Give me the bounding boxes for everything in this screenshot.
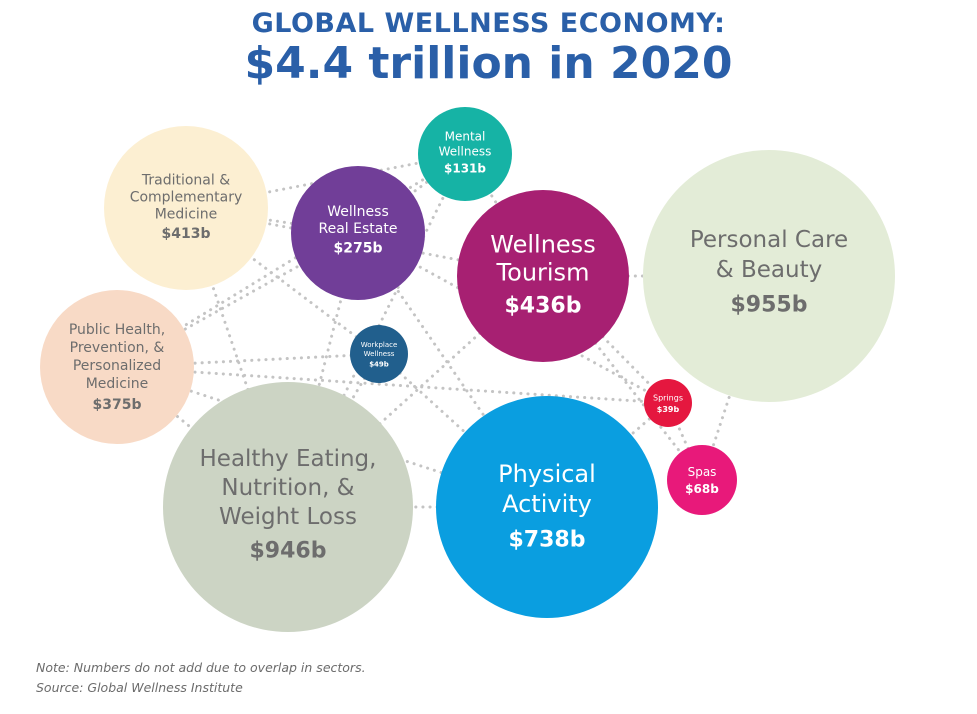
connector-line — [377, 352, 549, 509]
bubble-circle — [350, 325, 408, 383]
bubble-circle — [104, 126, 268, 290]
bubble-label: Traditional & — [141, 172, 230, 188]
bubble-value: $68b — [685, 482, 719, 496]
bubble-label: Tourism — [496, 258, 590, 286]
bubble-springs: Springs $39b — [644, 379, 692, 427]
bubble-label: Mental — [445, 129, 486, 143]
bubble-label: & Beauty — [716, 257, 822, 283]
bubble-spas: Spas $68b — [667, 445, 737, 515]
bubble-circle — [457, 190, 629, 362]
bubble-label: Real Estate — [319, 221, 398, 237]
bubble-label: Physical — [498, 460, 596, 488]
bubble-public-health: Public Health, Prevention, & Personalized M… — [40, 290, 194, 444]
bubble-value: $946b — [250, 538, 327, 563]
bubble-personal-care: Personal Care & Beauty $955b — [643, 150, 895, 402]
diagram-subtitle: $4.4 trillion in 2020 — [244, 38, 733, 89]
bubble-label: Personal Care — [690, 227, 848, 253]
bubble-circle — [644, 379, 692, 427]
bubble-value: $131b — [444, 162, 486, 176]
bubble-value: $49b — [369, 360, 389, 368]
diagram-title: GLOBAL WELLNESS ECONOMY: — [251, 8, 726, 39]
bubble-label: Spas — [688, 465, 717, 479]
bubble-circle — [163, 382, 413, 632]
bubble-circle — [643, 150, 895, 402]
bubble-label: Wellness — [327, 204, 389, 220]
connector-line — [184, 206, 381, 356]
bubble-label: Personalized — [73, 358, 161, 374]
bubble-value: $275b — [334, 240, 383, 256]
bubble-label: Wellness — [364, 350, 395, 358]
bubble-value: $738b — [509, 527, 586, 552]
sector-bubbles: Personal Care & Beauty $955b Healthy Eating… — [40, 107, 895, 632]
footnote-source: Source: Global Wellness Institute — [36, 680, 243, 695]
bubble-label: Springs — [653, 393, 683, 402]
bubble-label: Wellness — [490, 230, 595, 258]
bubble-value: $39b — [657, 405, 680, 414]
bubble-value: $413b — [162, 226, 211, 242]
bubble-value: $375b — [93, 397, 142, 413]
bubble-label: Healthy Eating, — [200, 446, 377, 472]
bubble-label: Prevention, & — [70, 340, 165, 356]
bubble-label: Workplace — [361, 341, 398, 349]
bubble-circle — [40, 290, 194, 444]
bubble-value: $955b — [731, 292, 808, 317]
bubble-label: Medicine — [86, 376, 149, 392]
bubble-label: Complementary — [130, 189, 243, 205]
bubble-healthy-eating: Healthy Eating, Nutrition, & Weight Loss $9… — [163, 382, 413, 632]
bubble-label: Medicine — [155, 206, 218, 222]
bubble-value: $436b — [505, 294, 582, 319]
bubble-label: Public Health, — [69, 322, 165, 338]
bubble-label: Nutrition, & — [221, 475, 354, 501]
bubble-circle — [667, 445, 737, 515]
footnote-note: Note: Numbers do not add due to overlap … — [36, 660, 366, 675]
bubble-label: Wellness — [439, 144, 492, 158]
bubble-circle — [418, 107, 512, 201]
bubble-circle — [291, 166, 425, 300]
bubble-label: Activity — [502, 490, 592, 518]
connector-line — [115, 365, 670, 405]
bubble-circle — [436, 396, 658, 618]
bubble-label: Weight Loss — [219, 504, 357, 530]
